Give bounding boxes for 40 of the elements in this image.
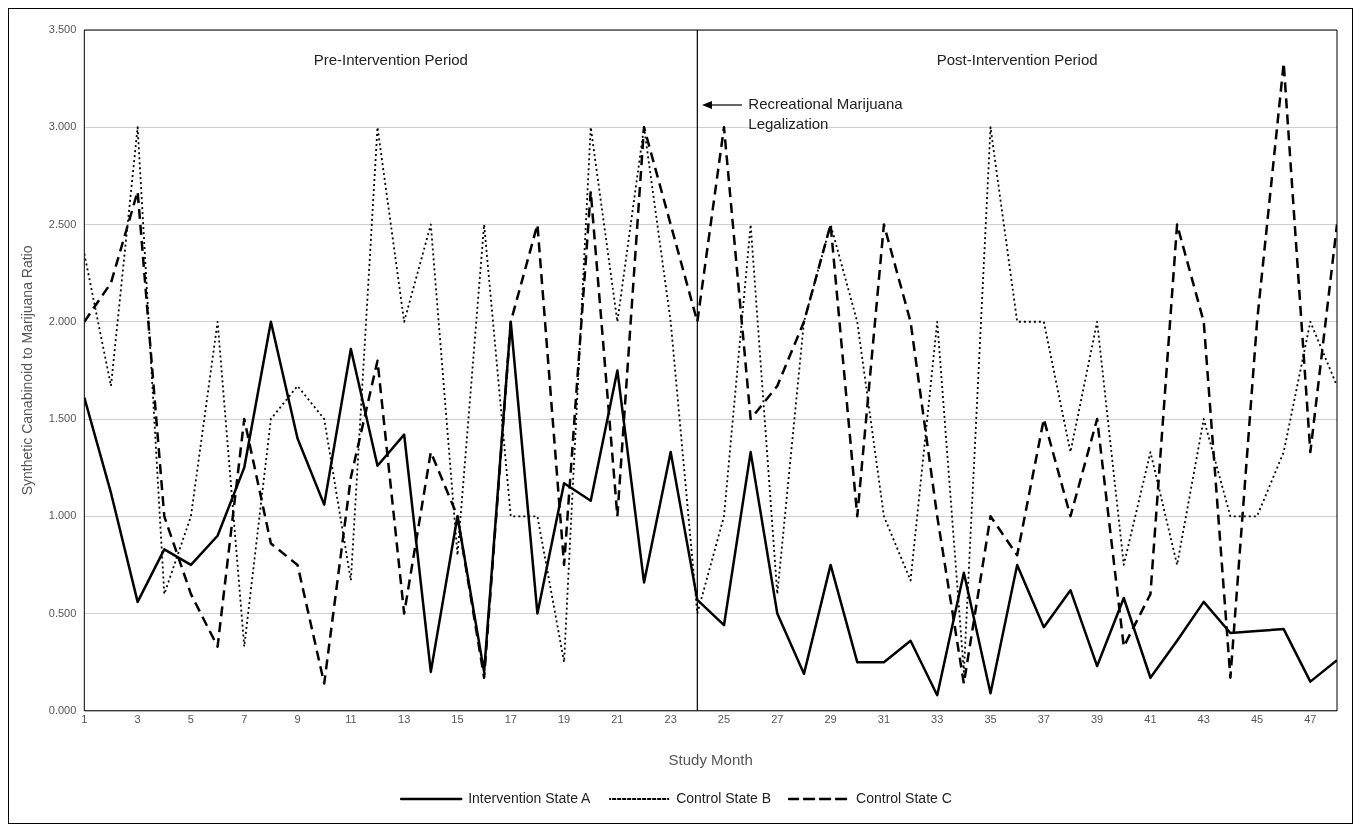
x-tick-label: 23: [664, 713, 677, 726]
y-tick-label: 1.500: [48, 412, 77, 425]
y-tick-label: 2.500: [48, 217, 77, 230]
x-tick-label: 11: [345, 713, 357, 726]
x-tick-label: 27: [771, 713, 784, 726]
x-tick-label: 13: [398, 713, 411, 726]
x-tick-label: 47: [1304, 713, 1317, 726]
annotation: Recreational Marijuana Legalization: [748, 95, 904, 133]
x-tick-label: 9: [294, 713, 301, 726]
x-tick-label: 41: [1144, 713, 1157, 726]
y-axis-title: Synthetic Canabinoid to Marijuana Ratio: [19, 245, 36, 496]
y-tick-label: 3.000: [48, 120, 77, 133]
x-tick-label: 1: [81, 713, 88, 726]
x-tick-label: 35: [984, 713, 997, 726]
x-tick-label: 33: [931, 713, 944, 726]
x-tick-label: 43: [1197, 713, 1210, 726]
x-tick-label: 7: [241, 713, 248, 726]
y-tick-label: 1.000: [48, 509, 77, 522]
x-tick-label: 19: [557, 713, 571, 726]
x-tick-label: 17: [504, 713, 517, 726]
y-tick-label: 0.500: [48, 606, 77, 619]
annotation: Post-Intervention Period: [936, 50, 1098, 68]
x-tick-label: 37: [1037, 713, 1050, 726]
x-tick-label: 29: [824, 713, 837, 726]
x-tick-label: 25: [717, 713, 731, 726]
annotation: Pre-Intervention Period: [313, 50, 468, 68]
x-tick-label: 5: [187, 713, 194, 726]
x-tick-label: 39: [1091, 713, 1104, 726]
y-tick-label: 3.500: [48, 23, 77, 36]
x-tick-label: 15: [451, 713, 464, 726]
legend-label: Control State C: [856, 789, 952, 806]
x-tick-label: 45: [1250, 713, 1264, 726]
y-tick-label: 2.000: [48, 314, 77, 327]
x-tick-label: 3: [134, 713, 141, 726]
x-axis-title: Study Month: [668, 751, 753, 769]
legend-label: Intervention State A: [468, 789, 592, 806]
y-tick-label: 0.000: [48, 703, 77, 716]
x-tick-label: 31: [877, 713, 891, 726]
x-tick-label: 21: [611, 713, 624, 726]
legend-label: Control State B: [676, 789, 772, 806]
